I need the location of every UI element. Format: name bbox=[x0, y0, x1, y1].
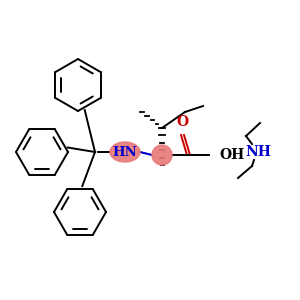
Ellipse shape bbox=[110, 142, 140, 162]
Circle shape bbox=[152, 145, 172, 165]
Text: NH: NH bbox=[245, 145, 271, 159]
Text: O: O bbox=[176, 115, 188, 129]
Text: HN: HN bbox=[112, 146, 137, 158]
Text: OH: OH bbox=[219, 148, 244, 162]
